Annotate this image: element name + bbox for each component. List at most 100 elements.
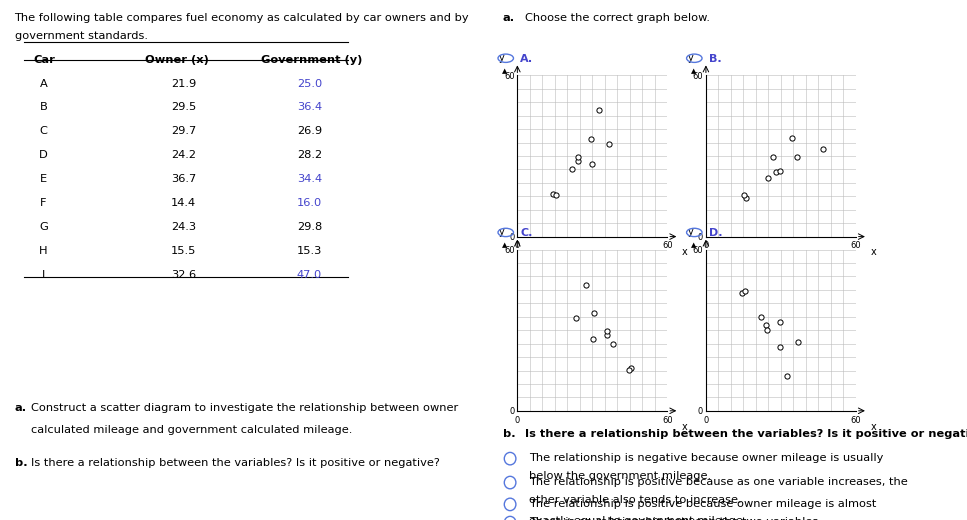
Text: y: y xyxy=(688,227,693,237)
Text: The relationship is positive because as one variable increases, the: The relationship is positive because as … xyxy=(530,477,908,487)
Point xyxy=(759,321,775,330)
Text: below the government mileage.: below the government mileage. xyxy=(530,471,712,480)
Point xyxy=(769,167,784,176)
Text: 36.7: 36.7 xyxy=(171,174,196,184)
Point xyxy=(571,157,586,165)
Point xyxy=(779,372,795,380)
Point xyxy=(578,280,594,289)
Text: x: x xyxy=(871,422,876,432)
Point xyxy=(738,194,753,202)
Point xyxy=(773,318,788,326)
Text: Is there a relationship between the variables? Is it positive or negative?: Is there a relationship between the vari… xyxy=(31,458,440,467)
Text: There is no relationship between the two variables.: There is no relationship between the two… xyxy=(530,517,822,520)
Text: C: C xyxy=(40,126,47,136)
Point xyxy=(815,145,831,153)
Text: D.: D. xyxy=(709,228,722,238)
Text: 34.4: 34.4 xyxy=(297,174,322,184)
Point xyxy=(571,152,586,161)
Text: 24.2: 24.2 xyxy=(171,150,196,160)
Point xyxy=(586,309,601,317)
Text: 26.9: 26.9 xyxy=(297,126,322,136)
Text: The relationship is positive because owner mileage is almost: The relationship is positive because own… xyxy=(530,499,877,509)
Text: E: E xyxy=(40,174,47,184)
Text: ▲: ▲ xyxy=(690,68,696,74)
Text: calculated mileage and government calculated mileage.: calculated mileage and government calcul… xyxy=(31,425,353,435)
Text: I: I xyxy=(42,270,45,280)
Point xyxy=(599,331,614,339)
Text: F: F xyxy=(41,198,46,208)
Point xyxy=(753,313,769,321)
Text: 47.0: 47.0 xyxy=(297,270,322,280)
Text: 21.9: 21.9 xyxy=(171,79,196,88)
Text: 28.2: 28.2 xyxy=(297,150,322,160)
Text: b.: b. xyxy=(15,458,27,467)
Point xyxy=(761,174,777,182)
Point xyxy=(734,289,749,297)
Point xyxy=(599,327,614,335)
Point xyxy=(773,167,788,175)
Text: y: y xyxy=(499,53,505,62)
Point xyxy=(604,340,620,348)
Text: y: y xyxy=(499,227,505,237)
Text: 32.6: 32.6 xyxy=(171,270,196,280)
Text: ▲: ▲ xyxy=(502,242,508,248)
Text: x: x xyxy=(871,248,876,257)
Text: 15.3: 15.3 xyxy=(297,246,322,256)
Text: 24.3: 24.3 xyxy=(171,222,196,232)
Text: a.: a. xyxy=(15,403,27,413)
Text: H: H xyxy=(40,246,47,256)
Point xyxy=(585,334,601,343)
Point xyxy=(759,326,775,334)
Text: 29.8: 29.8 xyxy=(297,222,322,232)
Text: exactly equal to government mileage.: exactly equal to government mileage. xyxy=(530,516,747,520)
Text: Car: Car xyxy=(34,55,56,64)
Text: ▲: ▲ xyxy=(502,68,508,74)
Text: ▲: ▲ xyxy=(690,242,696,248)
Text: A.: A. xyxy=(520,54,534,64)
Point xyxy=(789,153,805,162)
Point xyxy=(765,153,780,161)
Text: 15.5: 15.5 xyxy=(171,246,196,256)
Point xyxy=(545,189,561,198)
Text: Government (y): Government (y) xyxy=(261,55,363,64)
Text: B.: B. xyxy=(709,54,721,64)
Point xyxy=(737,287,752,295)
Text: B: B xyxy=(40,102,47,112)
Text: The relationship is negative because owner mileage is usually: The relationship is negative because own… xyxy=(530,453,884,463)
Text: Construct a scatter diagram to investigate the relationship between owner: Construct a scatter diagram to investiga… xyxy=(31,403,458,413)
Text: 25.0: 25.0 xyxy=(297,79,322,88)
Text: The following table compares fuel economy as calculated by car owners and by: The following table compares fuel econom… xyxy=(15,13,469,23)
Point xyxy=(584,160,600,168)
Point xyxy=(583,135,599,143)
Text: other variable also tends to increase.: other variable also tends to increase. xyxy=(530,495,742,504)
Text: b.: b. xyxy=(503,429,515,439)
Text: Is there a relationship between the variables? Is it positive or negative?: Is there a relationship between the vari… xyxy=(524,429,967,439)
Text: D: D xyxy=(39,150,48,160)
Text: 29.7: 29.7 xyxy=(171,126,196,136)
Point xyxy=(772,343,787,352)
Point xyxy=(784,134,800,142)
Point xyxy=(568,314,583,322)
Point xyxy=(601,140,617,148)
Point xyxy=(565,165,580,174)
Point xyxy=(591,106,606,114)
Point xyxy=(621,366,636,374)
Point xyxy=(737,191,752,199)
Text: Choose the correct graph below.: Choose the correct graph below. xyxy=(524,13,710,23)
Text: C.: C. xyxy=(520,228,533,238)
Point xyxy=(548,191,564,200)
Text: Owner (x): Owner (x) xyxy=(145,55,209,64)
Text: x: x xyxy=(683,248,688,257)
Text: a.: a. xyxy=(503,13,515,23)
Text: 36.4: 36.4 xyxy=(297,102,322,112)
Text: government standards.: government standards. xyxy=(15,31,148,41)
Text: y: y xyxy=(688,53,693,62)
Text: G: G xyxy=(39,222,48,232)
Point xyxy=(790,338,806,346)
Text: 29.5: 29.5 xyxy=(171,102,196,112)
Text: 14.4: 14.4 xyxy=(171,198,196,208)
Point xyxy=(624,363,639,372)
Text: x: x xyxy=(683,422,688,432)
Text: A: A xyxy=(40,79,47,88)
Text: 16.0: 16.0 xyxy=(297,198,322,208)
